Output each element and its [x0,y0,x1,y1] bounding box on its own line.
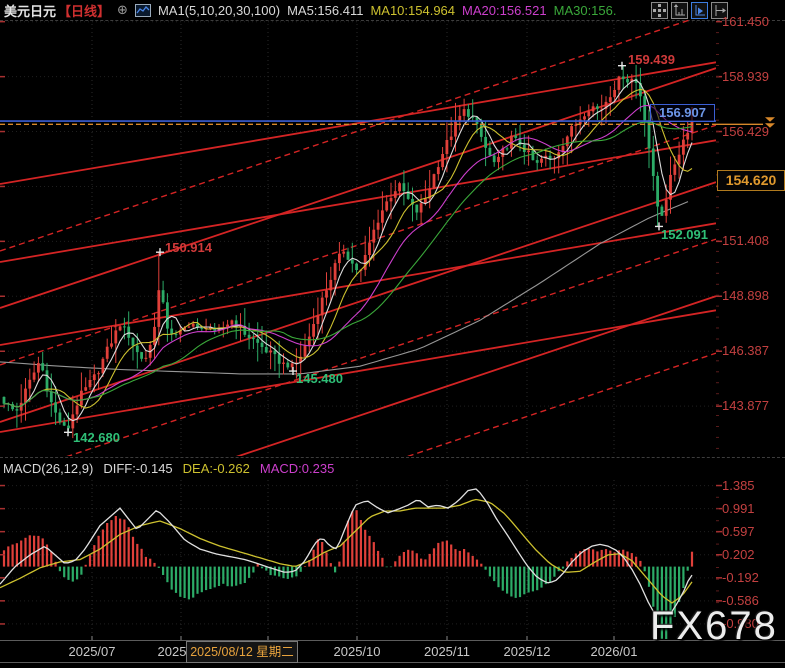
x-axis-label: 2025/10 [333,644,381,659]
macd-separator [0,457,785,458]
macd-diff-value: DIFF:-0.145 [103,461,173,476]
macd-axis-label: -0.192 [722,569,759,585]
alert-price-tag[interactable]: 154.620 [717,170,785,191]
pan-tool-icon[interactable] [651,2,668,19]
y-axis-label: 156.429 [722,123,769,139]
macd-axis-label: 0.202 [722,546,755,562]
chart-header: 美元日元 【日线】 ⊕ MA1(5,10,20,30,100) MA5:156.… [0,0,785,20]
expand-icon[interactable]: ⊕ [117,2,128,17]
last-close-price-tag: 156.907 [650,104,715,122]
macd-dea-value: DEA:-0.262 [182,461,250,476]
y-axis-label: 161.450 [722,13,769,29]
ma5-value: MA5:156.411 [287,2,364,18]
macd-header: MACD(26,12,9) DIFF:-0.145 DEA:-0.262 MAC… [3,461,334,476]
chart-toolbar [651,2,728,19]
y-axis-label: 146.387 [722,343,769,359]
y-axis-label: 151.408 [722,233,769,249]
ma20-value: MA20:156.521 [462,2,547,18]
header-separator [0,20,785,21]
y-axis-label: 158.939 [722,68,769,84]
macd-indicator-name: MACD(26,12,9) [3,461,94,476]
price-annotation: 145.480 [296,371,343,386]
price-annotation: 152.091 [661,227,708,242]
symbol-title: 美元日元 [4,3,57,19]
ma10-value: MA10:154.964 [370,2,456,18]
x-axis-label: 2025/12 [503,644,551,659]
price-annotation: 159.439 [628,52,675,67]
macd-axis-label: -0.980 [722,615,759,631]
shift-right-icon[interactable] [711,2,728,19]
x-axis-label: 2025/07 [68,644,116,659]
fx678-watermark: FX678 [650,604,778,648]
x-axis-label: 2026/01 [590,644,638,659]
ma-group-label: MA1(5,10,20,30,100) [157,2,281,18]
y-axis-label: 148.898 [722,288,769,304]
y-axis-label: 143.877 [722,398,769,414]
macd-axis-label: 1.385 [722,477,755,493]
axis-scale-icon[interactable] [671,2,688,19]
macd-axis-label: -0.586 [722,592,759,608]
x-axis-label: 2025/11 [423,644,471,659]
ma30-value: MA30:156. [553,2,617,18]
macd-axis-label: 0.597 [722,523,755,539]
xaxis-bottom-line [0,662,785,663]
chart-type-icon[interactable] [134,3,151,17]
period-tag: 【日线】 [58,3,111,19]
price-annotation: 142.680 [73,430,120,445]
crosshair-date-label: 2025/08/12 星期二 [186,641,298,663]
axis-scale-active-icon[interactable] [691,2,708,19]
macd-macd-value: MACD:0.235 [259,461,335,476]
price-annotation: 150.914 [165,240,212,255]
macd-axis-label: 0.991 [722,500,755,516]
xaxis-top-line [0,640,785,641]
